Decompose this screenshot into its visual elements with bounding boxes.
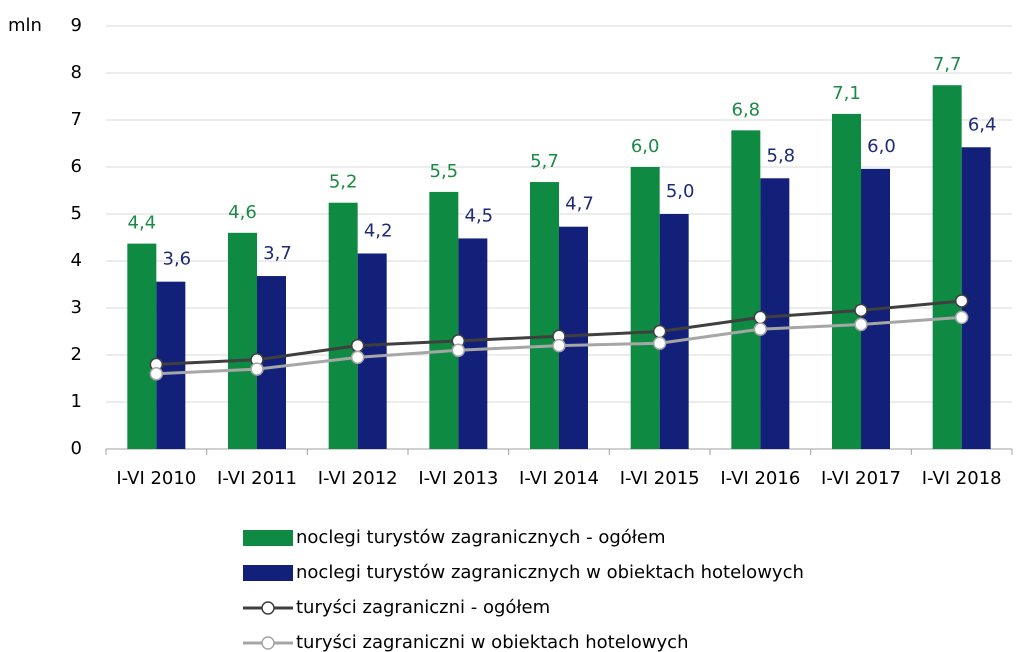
x-tick-label: I-VI 2012 <box>318 468 398 489</box>
line-point <box>451 343 466 358</box>
line-point <box>753 310 768 325</box>
bar <box>328 202 358 449</box>
x-tick-label: I-VI 2017 <box>821 468 901 489</box>
x-tick-label: I-VI 2014 <box>519 468 599 489</box>
line-point <box>954 310 969 325</box>
line-point <box>350 338 365 353</box>
line-point <box>854 317 868 332</box>
value-label: 7,1 <box>832 83 861 104</box>
line-point <box>954 294 969 308</box>
value-label: 5,5 <box>430 161 459 182</box>
value-label: 3,7 <box>263 243 292 264</box>
legend-swatch <box>243 530 293 546</box>
value-label: 6,0 <box>867 136 896 157</box>
x-tick-label: I-VI 2015 <box>620 468 700 489</box>
value-label: 5,7 <box>530 151 559 172</box>
bar <box>127 243 157 449</box>
value-label: 6,8 <box>732 99 761 120</box>
legend-label: turyści zagraniczni w obiektach hotelowy… <box>296 632 688 652</box>
value-label: 4,6 <box>228 202 257 223</box>
y-tick-label: 5 <box>71 203 82 224</box>
value-label: 4,2 <box>364 220 393 241</box>
line-point <box>149 367 164 381</box>
bar <box>228 232 257 449</box>
bar <box>630 167 660 449</box>
y-tick-label: 1 <box>71 391 82 412</box>
x-tick-label: I-VI 2013 <box>418 468 498 489</box>
bar <box>932 85 962 449</box>
legend-swatch <box>243 565 293 581</box>
line-point <box>854 303 868 318</box>
value-label: 6,0 <box>631 136 660 157</box>
legend-marker <box>261 601 275 615</box>
y-tick-label: 7 <box>71 109 82 130</box>
value-label: 3,6 <box>163 249 192 270</box>
line-point <box>250 362 264 376</box>
value-label: 5,2 <box>329 172 358 193</box>
y-unit-label: mln <box>8 15 42 36</box>
legend-label: noclegi turystów zagranicznych w obiekta… <box>296 562 804 583</box>
bar <box>530 182 559 450</box>
legend-label: noclegi turystów zagranicznych - ogółem <box>296 527 666 548</box>
line-point <box>753 322 768 336</box>
bar <box>731 130 761 449</box>
value-label: 6,4 <box>968 114 997 135</box>
y-tick-label: 4 <box>71 250 82 271</box>
value-label: 4,7 <box>565 194 594 215</box>
x-tick-label: I-VI 2011 <box>217 468 297 489</box>
x-tick-label: I-VI 2010 <box>116 468 196 489</box>
y-tick-label: 3 <box>71 297 82 318</box>
y-tick-label: 9 <box>71 15 82 36</box>
bar <box>357 253 387 449</box>
y-tick-label: 6 <box>71 156 82 177</box>
line-point <box>350 350 365 365</box>
bar <box>832 113 861 449</box>
value-label: 7,7 <box>933 54 962 75</box>
bar <box>429 191 459 449</box>
y-tick-label: 2 <box>71 344 82 365</box>
value-label: 4,5 <box>465 205 494 226</box>
line-point <box>652 336 667 350</box>
value-label: 5,0 <box>666 181 695 202</box>
x-tick-label: I-VI 2016 <box>720 468 800 489</box>
legend-label: turyści zagraniczni - ogółem <box>296 597 550 618</box>
x-tick-label: I-VI 2018 <box>922 468 1002 489</box>
y-tick-label: 0 <box>71 438 82 459</box>
value-label: 4,4 <box>128 213 157 234</box>
legend-marker <box>261 636 275 650</box>
y-tick-label: 8 <box>71 62 82 83</box>
line-point <box>552 338 566 353</box>
line-point <box>652 324 667 339</box>
value-label: 5,8 <box>767 145 796 166</box>
